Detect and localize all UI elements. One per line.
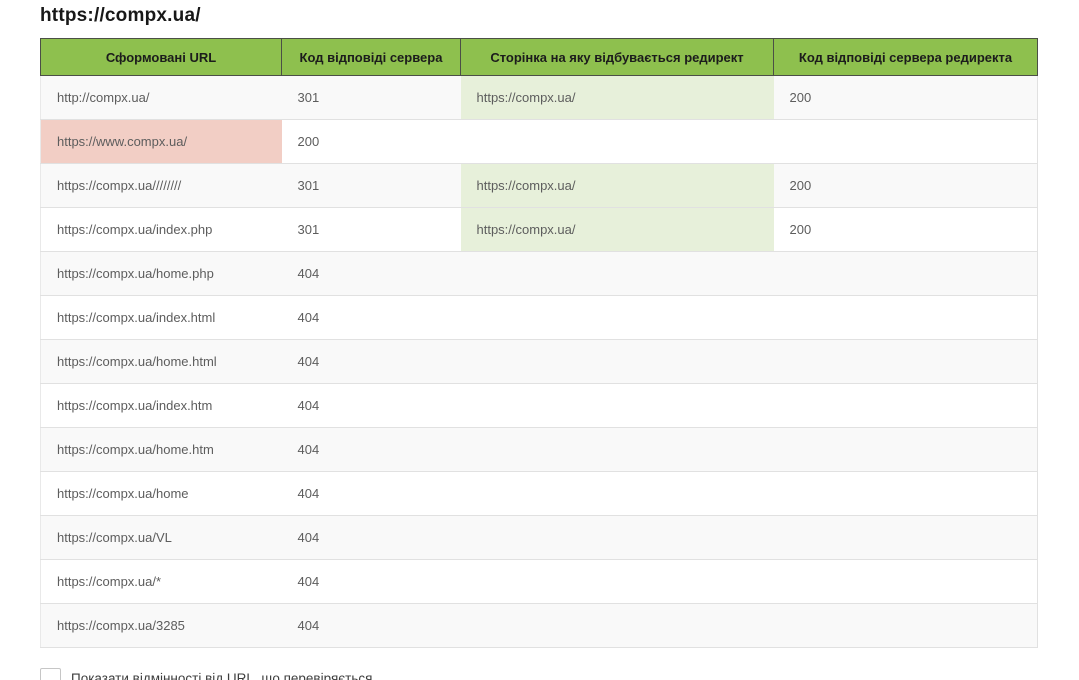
checked-url-title: https://compx.ua/ [40, 5, 201, 26]
table-row: https://compx.ua/VL 404 [40, 515, 1038, 560]
generated-url-cell: https://compx.ua/index.html [40, 295, 282, 340]
response-code-cell: 301 [281, 163, 461, 208]
redirect-target-cell [460, 427, 774, 472]
redirect-code-cell [773, 427, 1038, 472]
redirect-target-cell [460, 383, 774, 428]
table-row: https://compx.ua/home.php 404 [40, 251, 1038, 296]
table-row: https://compx.ua/* 404 [40, 559, 1038, 604]
response-code-cell: 404 [281, 603, 461, 648]
redirect-code-cell [773, 251, 1038, 296]
table-row: https://www.compx.ua/200 [40, 119, 1038, 164]
response-code-cell: 404 [281, 295, 461, 340]
generated-url-cell: https://compx.ua/* [40, 559, 282, 604]
redirect-code-cell [773, 295, 1038, 340]
redirect-code-cell [773, 471, 1038, 516]
redirect-target-cell [460, 251, 774, 296]
redirect-target-cell [460, 471, 774, 516]
response-code-cell: 404 [281, 427, 461, 472]
redirect-code-cell: 200 [773, 207, 1038, 252]
generated-url-cell: https://compx.ua/home.php [40, 251, 282, 296]
redirect-code-cell: 200 [773, 75, 1038, 120]
redirect-code-cell [773, 603, 1038, 648]
redirect-target-cell: https://compx.ua/ [460, 163, 774, 208]
table-row: https://compx.ua/home.html 404 [40, 339, 1038, 384]
redirect-target-cell [460, 515, 774, 560]
generated-url-cell: https://compx.ua/home [40, 471, 282, 516]
show-differences-label: Показати відмінності від URL, що перевір… [71, 671, 373, 680]
generated-url-cell: https://compx.ua/VL [40, 515, 282, 560]
response-code-cell: 404 [281, 383, 461, 428]
table-row: https://compx.ua/index.htm 404 [40, 383, 1038, 428]
generated-url-cell: https://compx.ua//////// [40, 163, 282, 208]
redirect-results-table: Сформовані URL Код відповіді сервера Сто… [40, 38, 1038, 648]
results-table-body: http://compx.ua/301 https://compx.ua/200 h… [40, 75, 1038, 648]
redirect-code-cell [773, 383, 1038, 428]
response-code-cell: 200 [281, 119, 461, 164]
column-header-redirect-response-code: Код відповіді сервера редиректа [773, 38, 1038, 76]
response-code-cell: 404 [281, 559, 461, 604]
generated-url-cell: http://compx.ua/ [40, 75, 282, 120]
response-code-cell: 301 [281, 75, 461, 120]
table-row: https://compx.ua////////301 https://compx… [40, 163, 1038, 208]
table-row: https://compx.ua/index.php 301 https://com… [40, 207, 1038, 252]
generated-url-cell: https://www.compx.ua/ [40, 119, 282, 164]
response-code-cell: 404 [281, 251, 461, 296]
redirect-target-cell [460, 339, 774, 384]
table-header: Сформовані URL Код відповіді сервера Сто… [40, 38, 1038, 76]
redirect-target-cell [460, 559, 774, 604]
table-row: https://compx.ua/index.html 404 [40, 295, 1038, 340]
response-code-cell: 404 [281, 471, 461, 516]
generated-url-cell: https://compx.ua/3285 [40, 603, 282, 648]
redirect-code-cell [773, 515, 1038, 560]
column-header-generated-urls: Сформовані URL [40, 38, 282, 76]
table-row: http://compx.ua/301 https://compx.ua/200 [40, 75, 1038, 120]
redirect-target-cell: https://compx.ua/ [460, 75, 774, 120]
redirect-code-cell [773, 339, 1038, 384]
response-code-cell: 301 [281, 207, 461, 252]
redirect-target-cell [460, 295, 774, 340]
column-header-server-response-code: Код відповіді сервера [281, 38, 461, 76]
redirect-target-cell [460, 603, 774, 648]
table-row: https://compx.ua/home.htm 404 [40, 427, 1038, 472]
redirect-target-cell: https://compx.ua/ [460, 207, 774, 252]
redirect-code-cell: 200 [773, 163, 1038, 208]
redirect-code-cell [773, 559, 1038, 604]
redirect-code-cell [773, 119, 1038, 164]
generated-url-cell: https://compx.ua/index.htm [40, 383, 282, 428]
generated-url-cell: https://compx.ua/home.html [40, 339, 282, 384]
table-row: https://compx.ua/home 404 [40, 471, 1038, 516]
table-row: https://compx.ua/3285 404 [40, 603, 1038, 648]
redirect-target-cell [460, 119, 774, 164]
response-code-cell: 404 [281, 339, 461, 384]
generated-url-cell: https://compx.ua/home.htm [40, 427, 282, 472]
column-header-redirect-target-page: Сторінка на яку відбувається редирект [460, 38, 774, 76]
generated-url-cell: https://compx.ua/index.php [40, 207, 282, 252]
show-differences-checkbox[interactable] [40, 668, 61, 680]
show-differences-option: Показати відмінності від URL, що перевір… [40, 668, 1079, 680]
response-code-cell: 404 [281, 515, 461, 560]
